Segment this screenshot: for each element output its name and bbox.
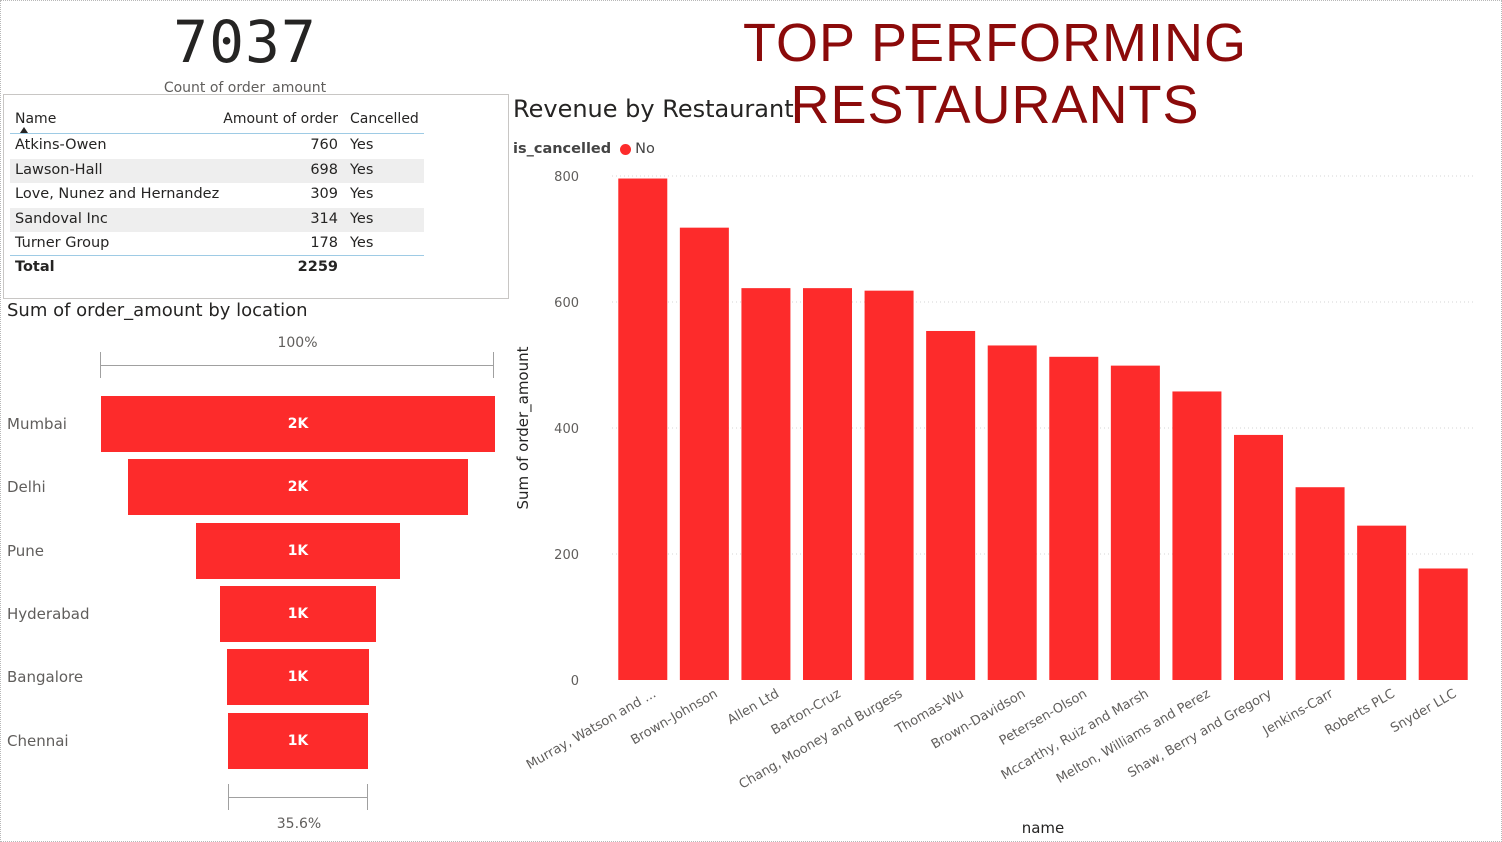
cell-amount: 760 xyxy=(310,137,338,153)
bar[interactable] xyxy=(926,330,976,680)
funnel-bar[interactable]: 1K xyxy=(220,585,376,642)
y-tick-label: 800 xyxy=(554,170,579,185)
bar[interactable] xyxy=(679,227,729,680)
legend-marker-icon xyxy=(620,143,632,155)
funnel-stage-label: Chennai xyxy=(7,731,69,750)
funnel-bar[interactable]: 1K xyxy=(227,712,369,769)
kpi-caption: Count of order_amount xyxy=(163,80,327,94)
bar[interactable] xyxy=(1049,356,1099,680)
page-title: TOP PERFORMING RESTAURANTS xyxy=(742,13,1248,135)
legend-item-no[interactable]: No xyxy=(635,141,655,157)
funnel-bar[interactable]: 1K xyxy=(195,522,401,579)
column-header-amount[interactable]: Amount of order xyxy=(223,111,338,127)
cell-amount: 314 xyxy=(310,210,338,227)
total-label: Total xyxy=(15,259,55,275)
y-tick-label: 200 xyxy=(554,548,579,563)
funnel-bottom-percent: 35.6% xyxy=(276,816,322,832)
table-row[interactable]: Turner Group 178 Yes xyxy=(10,232,424,256)
bar[interactable] xyxy=(741,288,791,680)
bar-chart-title: Revenue by Restaurant xyxy=(513,95,794,123)
bar[interactable] xyxy=(864,290,914,680)
cell-name: Lawson-Hall xyxy=(15,161,103,178)
bar[interactable] xyxy=(1357,525,1407,680)
bar[interactable] xyxy=(1172,391,1222,680)
cell-cancelled: Yes xyxy=(350,161,374,178)
cell-amount: 698 xyxy=(310,161,338,178)
table-row[interactable]: Love, Nunez and Hernandez 309 Yes xyxy=(10,183,424,207)
cell-amount: 178 xyxy=(310,235,338,251)
y-tick-label: 0 xyxy=(571,674,579,689)
funnel-stage-label: Pune xyxy=(7,541,45,560)
cell-name: Love, Nunez and Hernandez xyxy=(15,186,220,202)
chart-legend[interactable]: is_cancelled No xyxy=(513,141,655,157)
cell-cancelled: Yes xyxy=(350,235,374,251)
cell-amount: 309 xyxy=(310,186,338,202)
bar[interactable] xyxy=(803,288,852,680)
funnel-bottom-bracket xyxy=(228,784,368,810)
table-total-row: Total 2259 xyxy=(10,255,424,280)
table-header: Name Amount of order Cancelled xyxy=(10,103,424,134)
funnel-stage-label: Mumbai xyxy=(7,415,67,433)
x-axis-title: name xyxy=(1022,819,1065,837)
bar[interactable] xyxy=(1234,434,1283,680)
x-tick-label: Roberts PLC xyxy=(1322,686,1397,738)
cell-cancelled: Yes xyxy=(350,137,374,153)
funnel-stage-label: Hyderabad xyxy=(7,604,90,623)
y-tick-label: 400 xyxy=(554,422,579,437)
cell-cancelled: Yes xyxy=(350,210,374,227)
funnel-bar[interactable]: 1K xyxy=(226,649,370,706)
sort-ascending-icon[interactable] xyxy=(20,127,28,133)
bar[interactable] xyxy=(618,178,668,680)
table-row[interactable]: Lawson-Hall 698 Yes xyxy=(10,158,424,183)
bar[interactable] xyxy=(1295,487,1345,680)
funnel-top-bracket xyxy=(100,352,494,378)
cell-name: Turner Group xyxy=(15,235,110,251)
funnel-stage-label: Delhi xyxy=(7,478,46,497)
column-header-cancelled[interactable]: Cancelled xyxy=(350,111,419,127)
cell-name: Sandoval Inc xyxy=(15,210,108,227)
y-tick-label: 600 xyxy=(554,296,579,311)
table-row[interactable]: Atkins-Owen 760 Yes xyxy=(10,134,424,158)
kpi-card[interactable]: 7037 Count of order_amount xyxy=(120,2,370,94)
funnel-bar[interactable]: 2K xyxy=(101,396,495,452)
funnel-stage-label: Bangalore xyxy=(7,668,84,687)
bar[interactable] xyxy=(1110,365,1160,680)
cell-cancelled: Yes xyxy=(350,186,374,202)
column-header-name[interactable]: Name xyxy=(15,111,57,127)
kpi-value: 7037 xyxy=(173,8,317,76)
table-row[interactable]: Sandoval Inc 314 Yes xyxy=(10,207,424,232)
legend-title: is_cancelled xyxy=(513,141,612,157)
cancelled-orders-table[interactable]: Name Amount of order Cancelled Atkins-Ow… xyxy=(3,94,509,299)
funnel-bar[interactable]: 2K xyxy=(127,459,469,516)
funnel-title: Sum of order_amount by location xyxy=(7,300,308,321)
bar[interactable] xyxy=(987,345,1037,680)
total-amount: 2259 xyxy=(297,259,338,275)
funnel-top-percent: 100% xyxy=(277,335,318,351)
x-tick-label: Snyder LLC xyxy=(1388,686,1459,736)
bar[interactable] xyxy=(1418,568,1468,680)
cell-name: Atkins-Owen xyxy=(15,137,107,153)
y-axis-title: Sum of order_amount xyxy=(514,346,533,509)
